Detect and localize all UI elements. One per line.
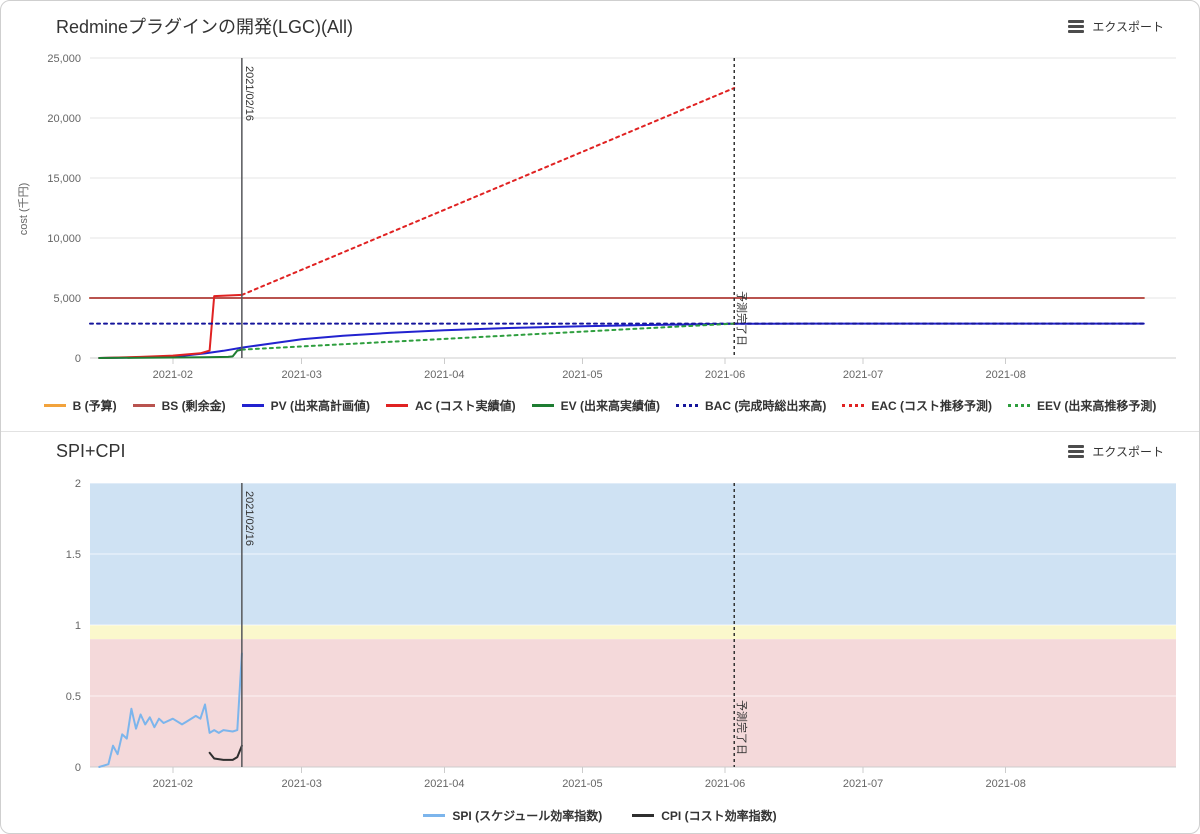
series-ev (98, 348, 243, 359)
hamburger-menu-icon (1068, 19, 1085, 33)
legend-swatch-spi (423, 814, 446, 817)
legend-swatch-bs (132, 404, 155, 407)
export-button-spi-cpi-chart[interactable]: エクスポート (1068, 443, 1164, 460)
legend-item-pv[interactable]: PV (出来高計画値) (241, 397, 370, 414)
plot-line-label: 2021/02/16 (243, 491, 255, 546)
legend-item-ev[interactable]: EV (出来高実績値) (531, 397, 660, 414)
x-tick-label: 2021-04 (424, 778, 464, 790)
plot-band (90, 639, 1176, 767)
legend-spi-cpi-chart: SPI (スケジュール効率指数) CPI (コスト効率指数) (11, 807, 1189, 824)
y-tick-label: 0.5 (66, 691, 81, 703)
y-tick-label: 2 (75, 478, 81, 490)
y-tick-label: 25,000 (47, 53, 81, 65)
x-tick-label: 2021-06 (705, 369, 745, 381)
legend-swatch-ac (385, 404, 408, 407)
spi-cpi-chart-title: SPI+CPI (56, 441, 126, 461)
series-eac (240, 87, 736, 296)
y-tick-label: 0 (75, 353, 81, 365)
series-ac (98, 293, 243, 359)
x-tick-label: 2021-03 (281, 369, 321, 381)
legend-swatch-b (43, 404, 66, 407)
cost-y-axis-title: cost (千円) (18, 182, 30, 236)
x-tick-label: 2021-03 (281, 778, 321, 790)
legend-swatch-pv (241, 404, 264, 407)
x-tick-label: 2021-08 (986, 778, 1026, 790)
x-tick-label: 2021-05 (562, 778, 602, 790)
legend-label-bs: BS (剰余金) (161, 399, 226, 413)
plot-band (90, 625, 1176, 640)
plot-line-label: 予測完了日 (735, 291, 749, 346)
legend-swatch-cpi (632, 814, 655, 817)
series-spi (98, 652, 243, 768)
export-label: エクスポート (1092, 19, 1164, 34)
legend-swatch-eac (842, 404, 865, 407)
legend-item-ac[interactable]: AC (コスト実績値) (385, 397, 516, 414)
export-button-cost-chart[interactable]: エクスポート (1068, 18, 1164, 35)
plot-line-label: 予測完了日 (735, 700, 749, 755)
legend-label-bac: BAC (完成時総出来高) (705, 399, 827, 413)
series-cpi (208, 744, 243, 761)
legend-label-eev: EEV (出来高推移予測) (1037, 399, 1157, 413)
legend-item-eev[interactable]: EEV (出来高推移予測) (1008, 397, 1156, 414)
legend-swatch-ev (531, 404, 554, 407)
legend-label-eac: EAC (コスト推移予測) (871, 399, 992, 413)
cost-chart-title: Redmineプラグインの開発(LGC)(All) (56, 17, 354, 37)
legend-item-bs[interactable]: BS (剰余金) (132, 397, 226, 414)
x-tick-label: 2021-07 (843, 369, 883, 381)
series-eev (240, 322, 736, 351)
x-tick-label: 2021-07 (843, 778, 883, 790)
x-tick-label: 2021-02 (153, 778, 193, 790)
y-tick-label: 10,000 (47, 233, 81, 245)
y-tick-label: 1.5 (66, 549, 81, 561)
spi-cpi-chart-header: SPI+CPI エクスポート (56, 441, 1164, 462)
x-tick-label: 2021-08 (986, 369, 1026, 381)
section-divider (1, 431, 1199, 432)
y-tick-label: 5,000 (53, 293, 81, 305)
cost-chart-header: Redmineプラグインの開発(LGC)(All) エクスポート (56, 13, 1164, 39)
legend-label-cpi: CPI (コスト効率指数) (661, 809, 777, 823)
legend-swatch-bac (676, 404, 698, 407)
legend-item-eac[interactable]: EAC (コスト推移予測) (842, 397, 992, 414)
x-tick-label: 2021-06 (705, 778, 745, 790)
legend-item-cpi[interactable]: CPI (コスト効率指数) (632, 807, 777, 824)
legend-swatch-eev (1008, 404, 1030, 407)
y-tick-label: 0 (75, 762, 81, 774)
legend-cost-chart: B (予算) BS (剰余金) PV (出来高計画値) AC (コスト実績値) EV (… (11, 397, 1189, 414)
legend-item-bac[interactable]: BAC (完成時総出来高) (676, 397, 826, 414)
legend-label-ac: AC (コスト実績値) (414, 399, 516, 413)
legend-label-spi: SPI (スケジュール効率指数) (452, 809, 603, 823)
legend-item-b[interactable]: B (予算) (43, 397, 117, 414)
legend-label-ev: EV (出来高実績値) (560, 399, 660, 413)
hamburger-menu-icon (1068, 445, 1085, 458)
x-tick-label: 2021-05 (562, 369, 602, 381)
export-label: エクスポート (1092, 445, 1164, 459)
x-tick-label: 2021-02 (153, 369, 193, 381)
y-tick-label: 20,000 (47, 113, 81, 125)
legend-label-pv: PV (出来高計画値) (270, 399, 370, 413)
legend-item-spi[interactable]: SPI (スケジュール効率指数) (423, 807, 602, 824)
plot-line-label: 2021/02/16 (243, 66, 255, 121)
legend-label-b: B (予算) (72, 399, 117, 413)
y-tick-label: 15,000 (47, 173, 81, 185)
y-tick-label: 1 (75, 620, 81, 632)
x-tick-label: 2021-04 (424, 369, 464, 381)
